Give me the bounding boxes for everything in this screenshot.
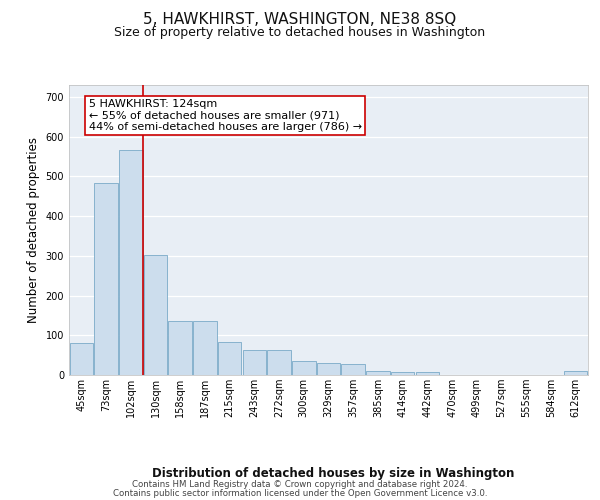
Text: Distribution of detached houses by size in Washington: Distribution of detached houses by size …: [152, 468, 514, 480]
Text: 5, HAWKHIRST, WASHINGTON, NE38 8SQ: 5, HAWKHIRST, WASHINGTON, NE38 8SQ: [143, 12, 457, 28]
Bar: [564, 370, 587, 375]
Bar: [94, 183, 118, 375]
Bar: [292, 361, 316, 375]
Y-axis label: Number of detached properties: Number of detached properties: [27, 137, 40, 323]
Text: Contains HM Land Registry data © Crown copyright and database right 2024.: Contains HM Land Registry data © Crown c…: [132, 480, 468, 489]
Text: 5 HAWKHIRST: 124sqm
← 55% of detached houses are smaller (971)
44% of semi-detac: 5 HAWKHIRST: 124sqm ← 55% of detached ho…: [89, 99, 362, 132]
Bar: [144, 254, 167, 375]
Bar: [218, 342, 241, 375]
Text: Contains public sector information licensed under the Open Government Licence v3: Contains public sector information licen…: [113, 489, 487, 498]
Bar: [341, 364, 365, 375]
Bar: [242, 350, 266, 375]
Text: Size of property relative to detached houses in Washington: Size of property relative to detached ho…: [115, 26, 485, 39]
Bar: [317, 363, 340, 375]
Bar: [268, 350, 291, 375]
Bar: [391, 372, 415, 375]
Bar: [193, 322, 217, 375]
Bar: [416, 372, 439, 375]
Bar: [119, 150, 143, 375]
Bar: [366, 371, 389, 375]
Bar: [70, 343, 93, 375]
Bar: [169, 322, 192, 375]
